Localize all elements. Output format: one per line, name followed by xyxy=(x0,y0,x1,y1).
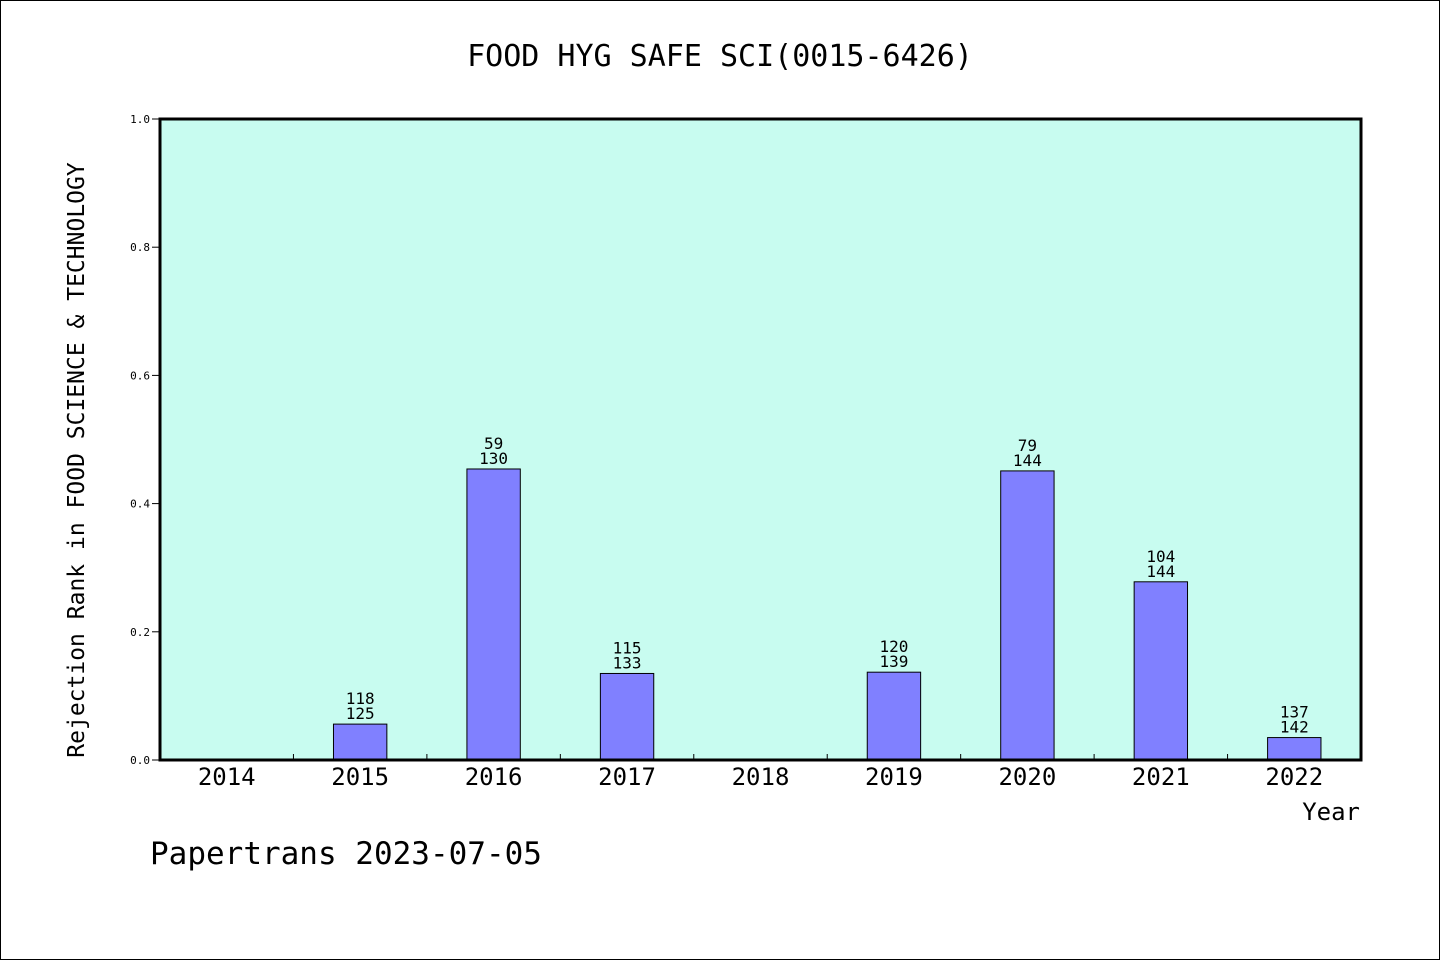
bar-series xyxy=(332,468,1322,761)
y-tick-label: 0.4 xyxy=(130,498,150,511)
bar-label-total: 142 xyxy=(1280,718,1309,737)
bar-label-total: 130 xyxy=(479,449,508,468)
x-tick-label: 2020 xyxy=(998,763,1056,791)
bar-2016 xyxy=(466,468,521,761)
y-tick-label: 0.6 xyxy=(130,369,150,382)
bar-label-total: 139 xyxy=(879,652,908,671)
bar-label-rank: 115 xyxy=(613,638,642,657)
y-axis: 0.0 0.2 0.4 0.6 0.8 1.0 xyxy=(130,113,160,767)
bar-label-total: 133 xyxy=(613,653,642,672)
bar-2017 xyxy=(599,672,655,761)
bar-label-rank: 79 xyxy=(1018,436,1037,455)
bar-2021 xyxy=(1133,581,1189,761)
bar-label-total: 125 xyxy=(346,704,375,723)
bar-label-total: 144 xyxy=(1013,451,1042,470)
x-tick-label: 2018 xyxy=(732,763,790,791)
y-tick-label: 0.8 xyxy=(130,241,150,254)
bar-2020 xyxy=(1000,470,1055,761)
x-tick-label: 2016 xyxy=(465,763,523,791)
bar-label-rank: 104 xyxy=(1146,547,1175,566)
x-tick-label: 2017 xyxy=(598,763,656,791)
y-tick-label: 1.0 xyxy=(130,113,150,126)
x-axis-label: Year xyxy=(1302,798,1360,826)
bar-label-total: 144 xyxy=(1146,562,1175,581)
x-tick-label: 2022 xyxy=(1265,763,1323,791)
bar-label-rank: 59 xyxy=(484,434,503,453)
bar-label-rank: 120 xyxy=(879,637,908,656)
x-tick-label: 2019 xyxy=(865,763,923,791)
bar-2022 xyxy=(1267,737,1322,761)
bar-2019 xyxy=(866,671,922,761)
bar-label-rank: 137 xyxy=(1280,703,1309,722)
x-axis: 2014 2015 2016 2017 2018 2019 2020 2021 2022 xyxy=(198,754,1323,791)
x-tick-label: 2021 xyxy=(1132,763,1190,791)
y-tick-label: 0.2 xyxy=(130,626,150,639)
y-axis-label: Rejection Rank in FOOD SCIENCE & TECHNOL… xyxy=(64,162,90,758)
y-tick-label: 0.0 xyxy=(130,754,150,767)
bar-2015 xyxy=(332,723,388,761)
x-tick-label: 2015 xyxy=(331,763,389,791)
x-tick-label: 2014 xyxy=(198,763,256,791)
footer-credit: Papertrans 2023-07-05 xyxy=(150,836,542,872)
plot-border xyxy=(158,117,1363,762)
bar-label-rank: 118 xyxy=(346,689,375,708)
chart-title: FOOD HYG SAFE SCI(0015-6426) xyxy=(467,39,973,74)
